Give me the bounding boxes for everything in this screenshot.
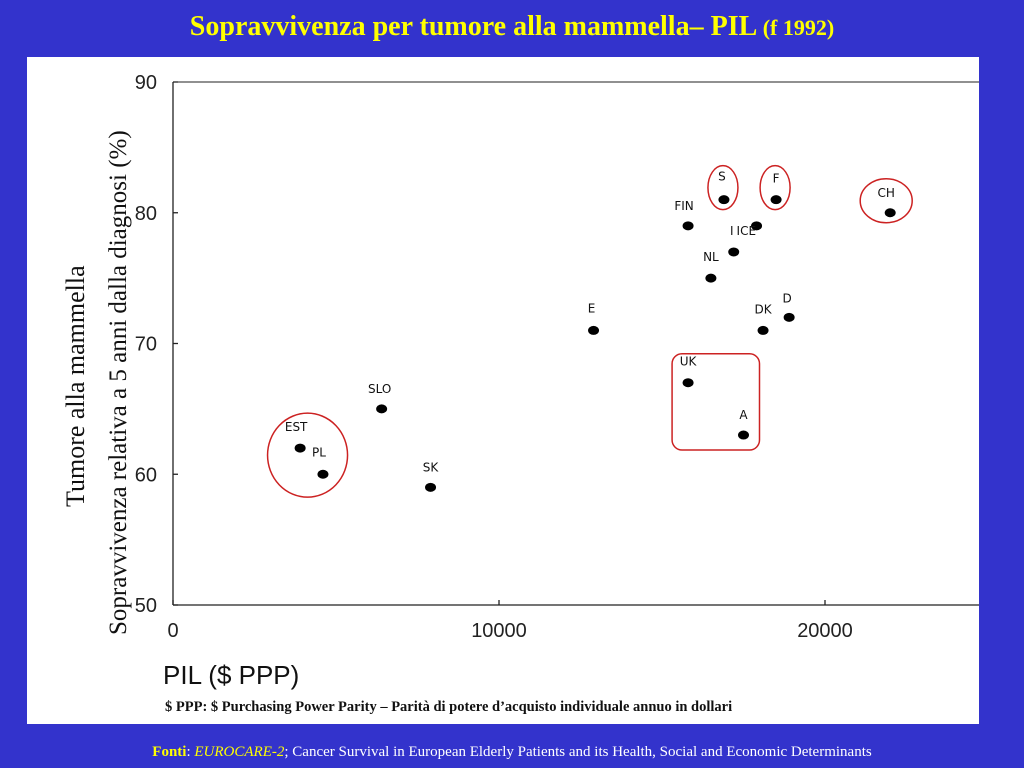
point-label: E xyxy=(588,301,596,315)
ppp-footnote: $ PPP: $ Purchasing Power Parity – Parit… xyxy=(165,699,733,715)
highlight-ellipse xyxy=(859,178,913,224)
point-label: CH xyxy=(877,186,894,200)
data-point xyxy=(728,247,740,257)
highlight-ellipse xyxy=(707,164,739,211)
point-label: F xyxy=(773,172,780,186)
chart-panel: Tumore alla mammella Sopravvivenza relat… xyxy=(27,57,979,724)
point-label: A xyxy=(739,408,748,422)
data-point xyxy=(783,312,795,322)
x-tick-label: 10000 xyxy=(471,620,527,642)
title-main: Sopravvivenza per tumore alla mammella– … xyxy=(189,11,756,42)
source-description: ; Cancer Survival in European Elderly Pa… xyxy=(284,744,872,760)
data-point xyxy=(317,469,329,479)
point-label: SLO xyxy=(368,382,391,396)
highlight-ellipse xyxy=(266,412,349,498)
highlight-box xyxy=(671,352,761,451)
point-label: D xyxy=(783,291,792,305)
data-point xyxy=(425,482,437,492)
data-point xyxy=(738,430,749,440)
y-tick-label: 60 xyxy=(135,464,157,486)
point-label: PL xyxy=(312,445,326,459)
slide-title: Sopravvivenza per tumore alla mammella– … xyxy=(0,10,1024,45)
y-tick-label: 70 xyxy=(135,334,157,356)
data-point xyxy=(757,325,769,335)
data-point xyxy=(294,443,306,453)
point-label: FIN xyxy=(674,199,693,213)
source-name: EUROCARE-2 xyxy=(194,744,285,760)
x-axis-title: PIL ($ PPP) xyxy=(163,660,300,690)
y-tick-label: 50 xyxy=(135,595,157,617)
highlight-ellipse xyxy=(759,164,791,211)
x-tick-label: 0 xyxy=(167,620,178,642)
data-point xyxy=(376,404,388,414)
data-point xyxy=(718,195,730,205)
point-label: EST xyxy=(285,420,308,434)
scatter-plot: 50 60 70 80 90 0 10000 20000 EST PL SLO SK E UK A FIN S I… xyxy=(135,72,979,642)
source-footer: Fonti: EUROCARE-2; Cancer Survival in Eu… xyxy=(152,744,872,760)
point-label: NL xyxy=(703,250,719,264)
point-label: I xyxy=(730,224,734,238)
data-point xyxy=(751,221,763,231)
y-tick-label: 80 xyxy=(135,203,157,225)
point-label: SK xyxy=(423,460,440,474)
data-point xyxy=(682,221,694,231)
point-label: UK xyxy=(680,355,698,369)
point-label: ICE xyxy=(737,224,757,238)
data-point xyxy=(770,195,782,205)
point-label: S xyxy=(718,170,726,184)
x-tick-label: 20000 xyxy=(797,620,853,642)
data-point xyxy=(884,208,896,218)
point-label: DK xyxy=(755,302,773,316)
title-suffix: (f 1992) xyxy=(762,15,835,40)
data-point xyxy=(682,378,694,388)
data-point xyxy=(705,273,717,283)
data-point xyxy=(588,325,600,335)
fonti-label: Fonti xyxy=(152,744,187,760)
y-tick-label: 90 xyxy=(135,72,157,94)
